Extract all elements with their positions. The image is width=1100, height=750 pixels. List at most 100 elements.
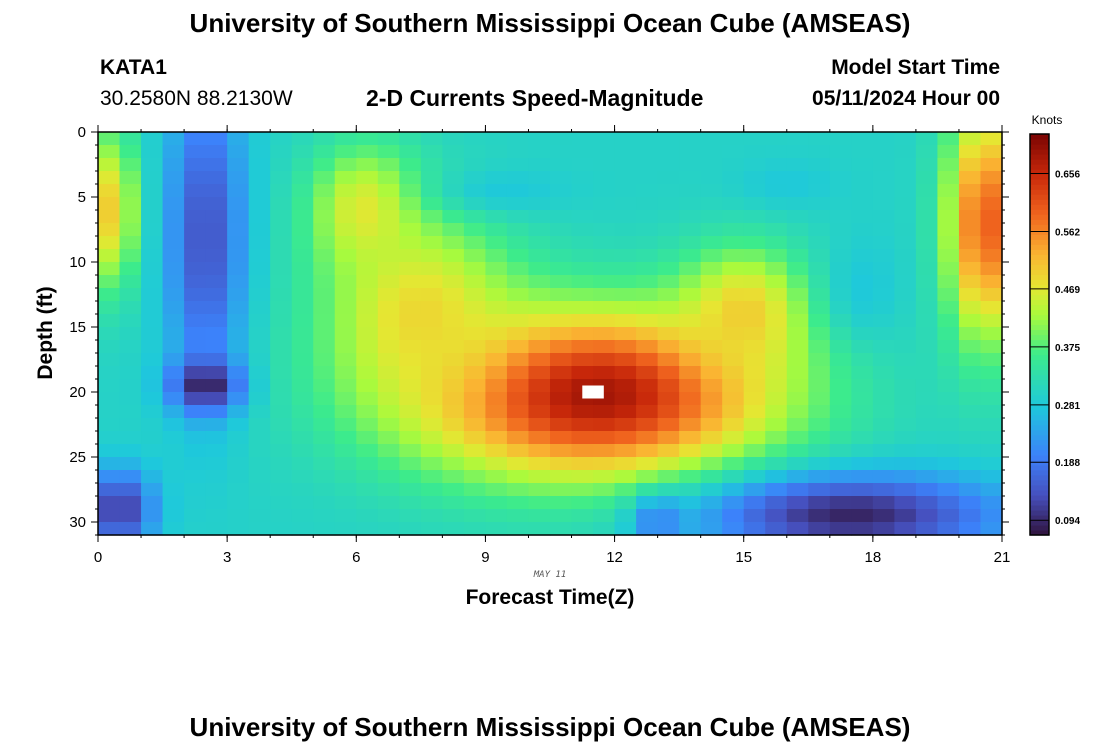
heatmap-cell	[958, 405, 982, 419]
heatmap-cell	[98, 444, 121, 458]
heatmap-cell	[119, 314, 142, 328]
heatmap-cell	[420, 496, 443, 510]
heatmap-cell	[915, 275, 939, 289]
heatmap-cell	[743, 522, 766, 536]
heatmap-cell	[958, 340, 982, 354]
heatmap-cell	[872, 210, 895, 224]
heatmap-cell	[291, 379, 314, 393]
heatmap-cell	[162, 405, 185, 419]
heatmap-cell	[550, 431, 573, 445]
colorbar-band	[1030, 294, 1049, 301]
heatmap-cell	[679, 483, 702, 497]
heatmap-cell	[915, 262, 939, 276]
heatmap-cell	[700, 197, 723, 211]
heatmap-cell	[528, 223, 551, 237]
heatmap-cell	[571, 314, 594, 328]
heatmap-cell	[614, 314, 637, 328]
heatmap-cell	[872, 132, 895, 146]
colorbar-band	[1030, 329, 1049, 336]
heatmap-cell	[356, 522, 379, 536]
heatmap-cell	[894, 379, 917, 393]
heatmap-cell	[119, 340, 142, 354]
heatmap-cell	[550, 132, 573, 146]
colorbar-band	[1030, 229, 1049, 235]
heatmap-cell	[636, 275, 659, 289]
heatmap-cell	[550, 275, 573, 289]
colorbar-band	[1030, 374, 1049, 381]
heatmap-cell	[356, 327, 379, 341]
colorbar-band	[1030, 154, 1049, 160]
heatmap-cell	[679, 340, 702, 354]
heatmap-cell	[550, 470, 573, 484]
heatmap-cell	[980, 327, 1003, 341]
heatmap-cell	[98, 210, 121, 224]
heatmap-cell	[506, 405, 530, 419]
heatmap-cell	[205, 132, 228, 146]
heatmap-cell	[872, 470, 895, 484]
heatmap-cell	[313, 171, 336, 185]
heatmap-cell	[356, 275, 379, 289]
heatmap-cell	[765, 353, 788, 367]
heatmap-cell	[915, 509, 939, 523]
heatmap-cell	[765, 132, 788, 146]
heatmap-cell	[205, 145, 228, 159]
heatmap-cell	[679, 275, 702, 289]
heatmap-cell	[722, 522, 745, 536]
heatmap-cell	[958, 210, 982, 224]
heatmap-cell	[786, 366, 809, 380]
heatmap-cell	[227, 184, 250, 198]
heatmap-cell	[722, 327, 745, 341]
heatmap-cell	[98, 509, 121, 523]
heatmap-cell	[786, 431, 809, 445]
heatmap-cell	[571, 132, 594, 146]
heatmap-cell	[442, 236, 465, 250]
heatmap-cell	[227, 366, 250, 380]
heatmap-cell	[614, 340, 637, 354]
colorbar-band	[1030, 274, 1049, 280]
colorbar-band	[1030, 334, 1049, 341]
heatmap-cell	[420, 132, 443, 146]
heatmap-cell	[743, 509, 766, 523]
heatmap-cell	[506, 509, 530, 523]
heatmap-cell	[506, 353, 530, 367]
heatmap-cell	[377, 444, 400, 458]
heatmap-cell	[980, 444, 1003, 458]
heatmap-cell	[808, 353, 831, 367]
heatmap-cell	[356, 210, 379, 224]
heatmap-cell	[550, 223, 573, 237]
heatmap-cell	[485, 431, 508, 445]
heatmap-cell	[700, 392, 723, 406]
heatmap-cell	[894, 470, 917, 484]
heatmap-cell	[636, 184, 659, 198]
heatmap-cell	[184, 145, 207, 159]
heatmap-cell	[270, 379, 293, 393]
heatmap-cell	[915, 314, 939, 328]
heatmap-cell	[291, 210, 314, 224]
heatmap-cell	[463, 288, 487, 302]
heatmap-cell	[894, 223, 917, 237]
heatmap-cell	[184, 496, 207, 510]
heatmap-cell	[399, 171, 422, 185]
heatmap-cell	[377, 197, 400, 211]
heatmap-cell	[248, 444, 271, 458]
heatmap-cell	[958, 470, 982, 484]
heatmap-cell	[915, 444, 939, 458]
heatmap-cell	[937, 184, 960, 198]
heatmap-cell	[528, 353, 551, 367]
heatmap-cell	[851, 314, 874, 328]
heatmap-cell	[980, 184, 1003, 198]
heatmap-cell	[829, 197, 852, 211]
heatmap-cell	[205, 223, 228, 237]
heatmap-cell	[334, 158, 357, 172]
heatmap-cell	[571, 366, 594, 380]
heatmap-cell	[377, 405, 400, 419]
heatmap-cell	[248, 184, 271, 198]
heatmap-cell	[614, 210, 637, 224]
heatmap-cell	[463, 509, 487, 523]
heatmap-cell	[334, 223, 357, 237]
heatmap-cell	[248, 457, 271, 471]
heatmap-cell	[958, 145, 982, 159]
heatmap-cell	[765, 483, 788, 497]
heatmap-cell	[786, 171, 809, 185]
heatmap-cell	[593, 353, 616, 367]
